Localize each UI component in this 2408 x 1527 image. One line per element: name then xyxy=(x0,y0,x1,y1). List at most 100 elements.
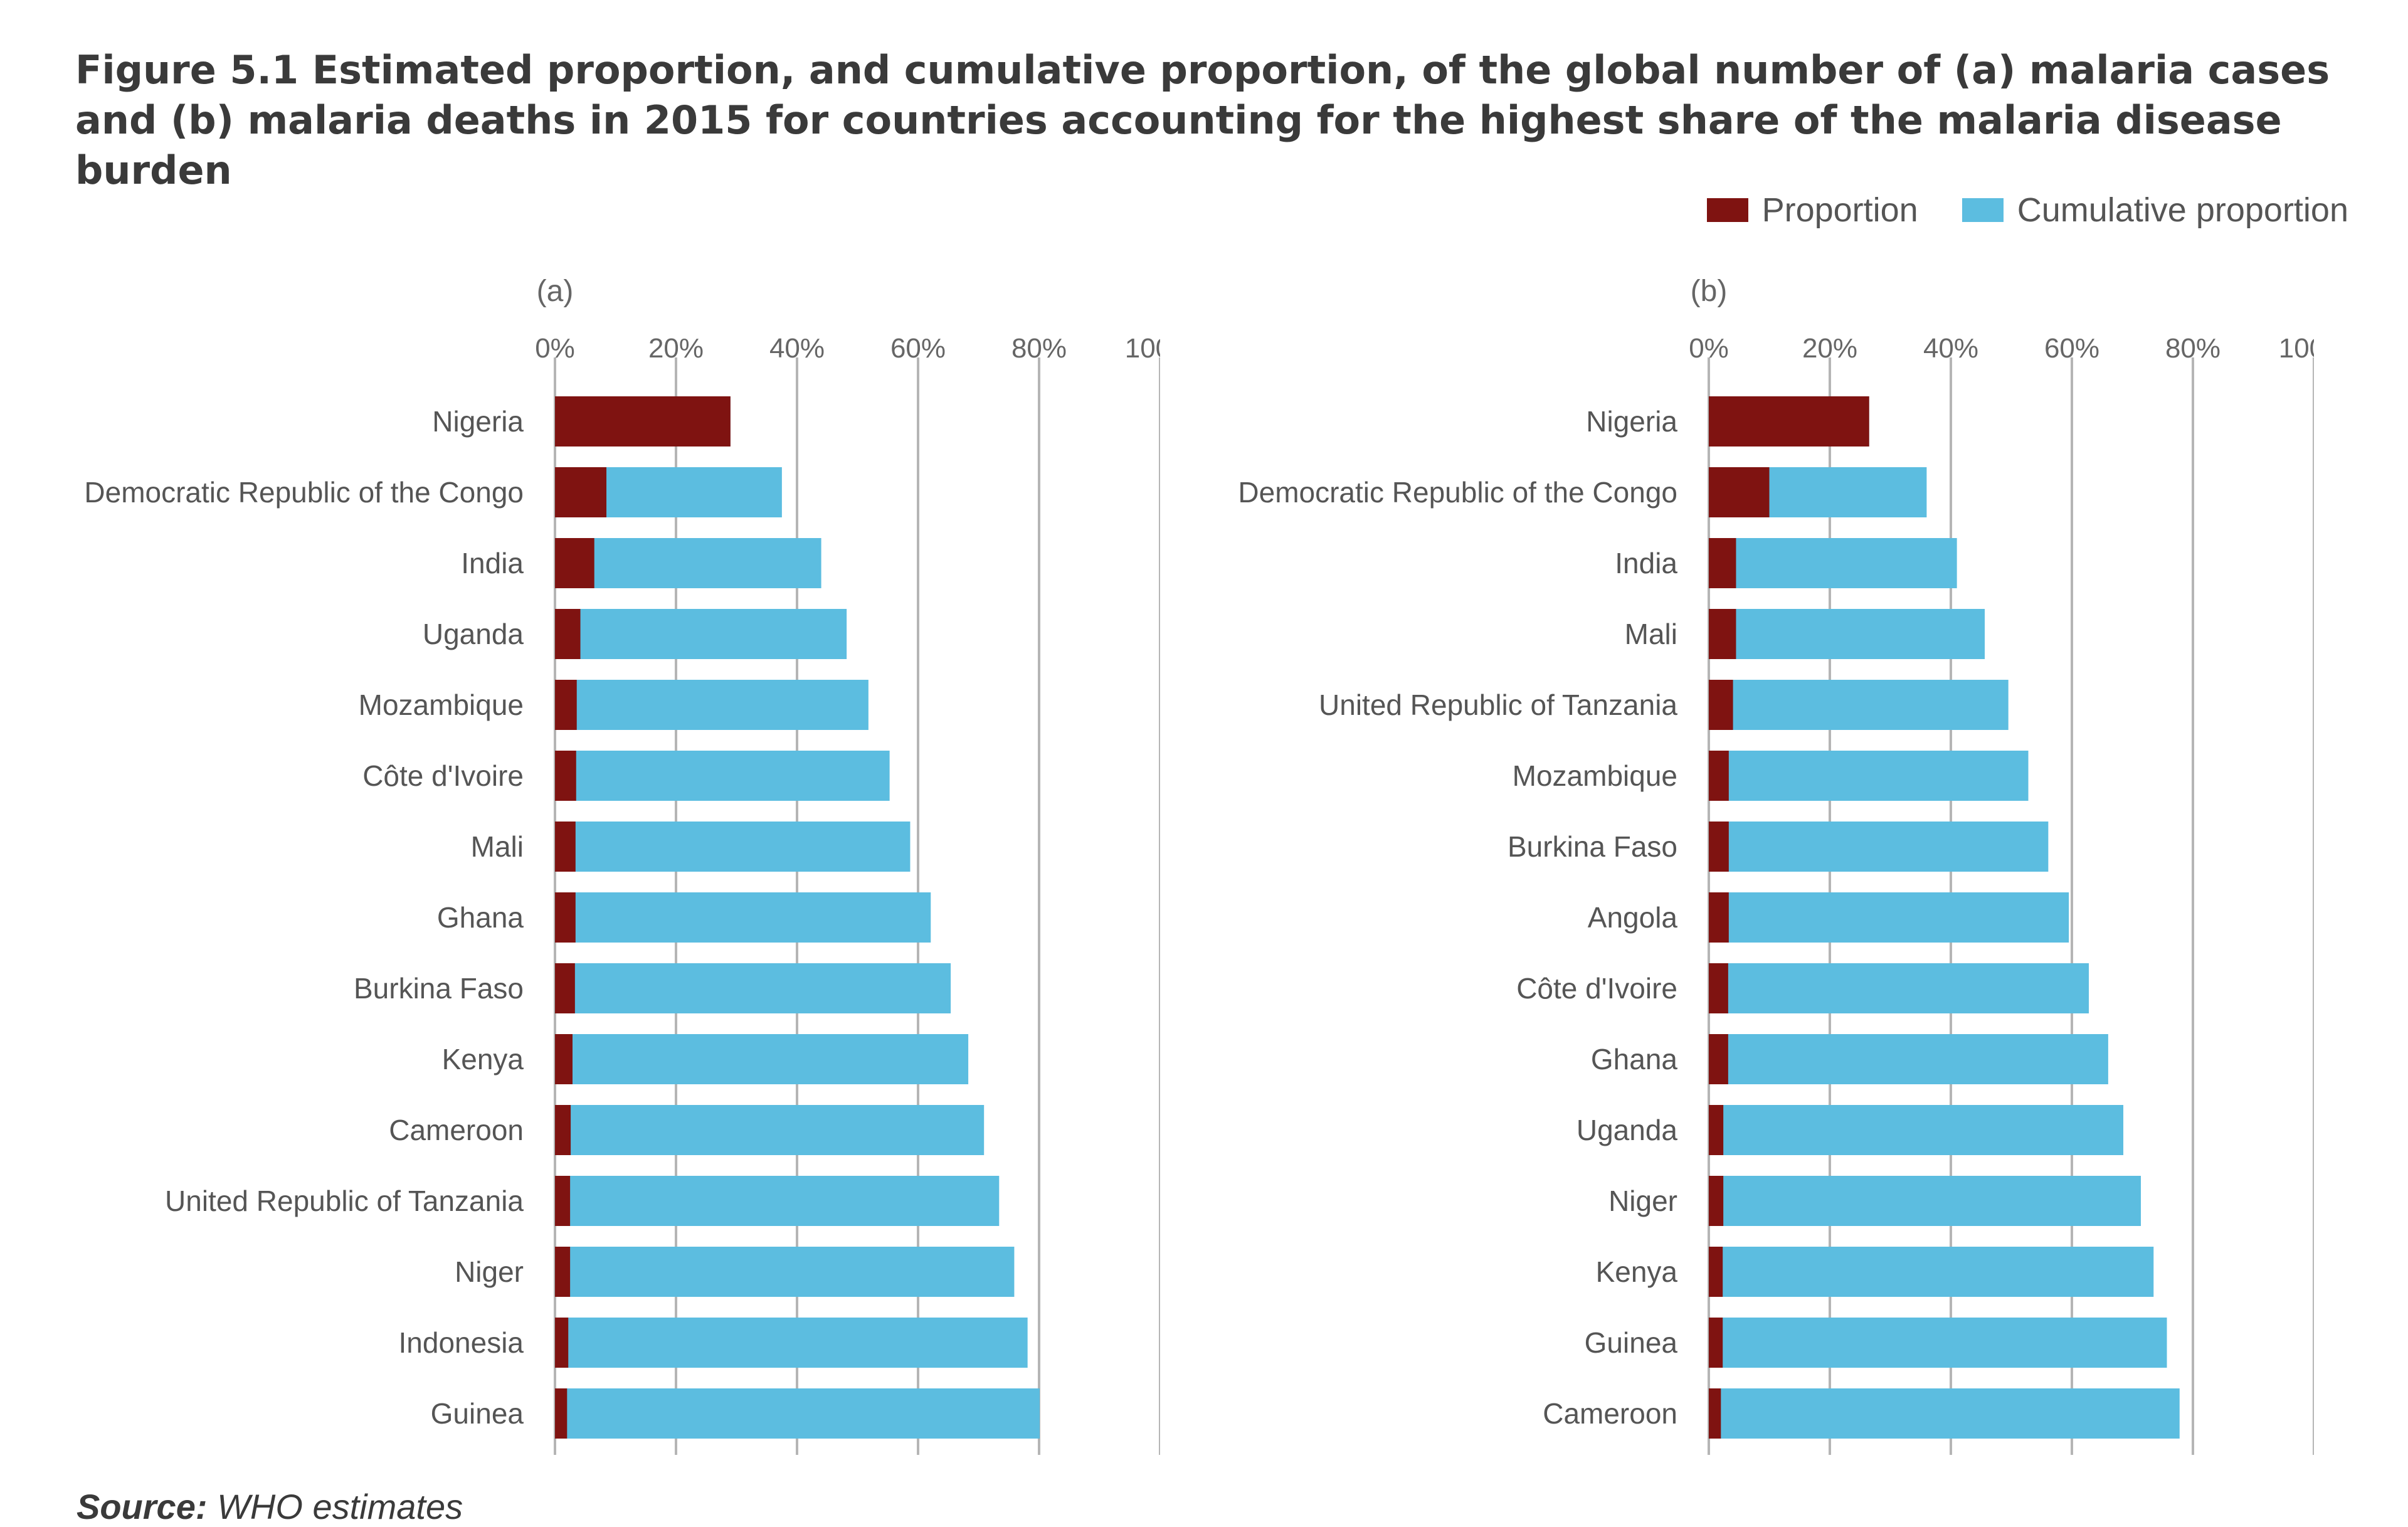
category-label: Angola xyxy=(1588,901,1678,934)
bar-proportion xyxy=(1709,751,1729,801)
bar-proportion xyxy=(555,680,577,730)
category-label: Burkina Faso xyxy=(1508,830,1677,863)
bar-proportion xyxy=(1709,963,1728,1013)
bar-cumulative xyxy=(555,1105,985,1155)
bar-cumulative xyxy=(555,1176,1000,1226)
category-label: Cameroon xyxy=(1543,1397,1677,1430)
legend-item-cumulative: Cumulative proportion xyxy=(1962,191,2348,230)
category-label: United Republic of Tanzania xyxy=(165,1185,524,1217)
bar-proportion xyxy=(555,963,575,1013)
bar-proportion xyxy=(1709,680,1733,730)
bar-cumulative xyxy=(555,538,821,588)
source-label: Source: xyxy=(77,1487,208,1526)
category-label: India xyxy=(1615,547,1677,579)
bar-cumulative xyxy=(1709,1176,2141,1226)
bar-cumulative xyxy=(1709,822,2049,872)
panel-label: (a) xyxy=(537,275,574,308)
category-label: Kenya xyxy=(1596,1255,1678,1288)
category-label: Kenya xyxy=(442,1043,524,1075)
category-label: India xyxy=(461,547,524,579)
bar-cumulative xyxy=(555,822,911,872)
bar-cumulative xyxy=(1709,1105,2124,1155)
bar-proportion xyxy=(555,1388,568,1439)
chart-panel-a: (a) 0% 20% 40% 60% 80% 100% Nigeria Democratic R… xyxy=(84,275,1160,1455)
bar-cumulative xyxy=(555,751,890,801)
bar-cumulative xyxy=(1709,609,1985,659)
bar-proportion xyxy=(555,1247,571,1297)
bar-proportion xyxy=(555,751,576,801)
bar-proportion xyxy=(1709,822,1729,872)
category-label: Uganda xyxy=(1576,1114,1678,1146)
category-label: Ghana xyxy=(437,901,524,934)
x-tick-label: 0% xyxy=(1689,333,1729,364)
category-label: Guinea xyxy=(1585,1326,1678,1359)
category-label: Burkina Faso xyxy=(354,972,524,1005)
bar-proportion xyxy=(555,467,607,517)
bar-proportion xyxy=(1709,538,1736,588)
category-label: Côte d'Ivoire xyxy=(1516,972,1677,1005)
bar-cumulative xyxy=(1709,1034,2108,1084)
bar-cumulative xyxy=(555,892,931,943)
category-label: Cameroon xyxy=(389,1114,524,1146)
bar-proportion xyxy=(555,1105,571,1155)
legend-label-cumulative: Cumulative proportion xyxy=(2017,191,2348,229)
category-label: Mali xyxy=(471,830,524,863)
category-label: Mali xyxy=(1625,618,1677,650)
bar-cumulative xyxy=(555,680,869,730)
category-label: Niger xyxy=(1608,1185,1677,1217)
bar-cumulative xyxy=(1709,538,1957,588)
category-label: Guinea xyxy=(431,1397,524,1430)
source-note: Source: WHO estimates xyxy=(77,1486,463,1527)
bar-proportion xyxy=(555,609,581,659)
category-label: Nigeria xyxy=(432,405,524,438)
x-tick-label: 20% xyxy=(1802,333,1857,364)
bar-proportion xyxy=(555,538,594,588)
category-label: Indonesia xyxy=(399,1326,524,1359)
x-tick-label: 60% xyxy=(2044,333,2099,364)
bar-cumulative xyxy=(555,609,847,659)
category-label: Democratic Republic of the Congo xyxy=(1238,476,1677,509)
x-tick-label: 60% xyxy=(890,333,946,364)
bar-cumulative xyxy=(1709,1388,2180,1439)
bar-proportion xyxy=(1709,1105,1724,1155)
bar-proportion xyxy=(555,1034,573,1084)
category-label: United Republic of Tanzania xyxy=(1319,689,1677,721)
bar-proportion xyxy=(1709,396,1869,446)
x-tick-label: 80% xyxy=(1011,333,1067,364)
legend: Proportion Cumulative proportion xyxy=(1663,191,2348,230)
category-label: Nigeria xyxy=(1586,405,1677,438)
bar-cumulative xyxy=(1709,1318,2167,1368)
bar-cumulative xyxy=(555,963,951,1013)
category-label: Democratic Republic of the Congo xyxy=(84,476,524,509)
bar-proportion xyxy=(1709,1176,1724,1226)
bar-cumulative xyxy=(555,1247,1015,1297)
bar-cumulative xyxy=(1709,751,2029,801)
bar-cumulative xyxy=(555,1388,1040,1439)
bar-proportion xyxy=(1709,1318,1723,1368)
bar-proportion xyxy=(1709,467,1770,517)
bar-proportion xyxy=(1709,1247,1723,1297)
bar-proportion xyxy=(1709,609,1736,659)
bar-cumulative xyxy=(555,1318,1028,1368)
bar-proportion xyxy=(555,892,576,943)
x-tick-label: 100% xyxy=(2279,333,2314,364)
category-label: Côte d'Ivoire xyxy=(362,759,524,792)
legend-item-proportion: Proportion xyxy=(1706,191,1918,230)
category-label: Mozambique xyxy=(1513,759,1677,792)
bar-cumulative xyxy=(1709,680,2009,730)
source-text: WHO estimates xyxy=(217,1487,463,1526)
bar-cumulative xyxy=(1709,963,2089,1013)
x-tick-label: 80% xyxy=(2165,333,2221,364)
category-label: Mozambique xyxy=(359,689,524,721)
bar-proportion xyxy=(1709,1388,1721,1439)
x-tick-label: 40% xyxy=(769,333,825,364)
bar-cumulative xyxy=(1709,892,2069,943)
legend-label-proportion: Proportion xyxy=(1761,191,1918,229)
bar-proportion xyxy=(555,1318,569,1368)
bar-proportion xyxy=(555,822,576,872)
bar-proportion xyxy=(555,1176,571,1226)
bar-cumulative xyxy=(1709,1247,2154,1297)
bar-proportion xyxy=(555,396,731,446)
legend-swatch-proportion xyxy=(1706,198,1748,222)
figure-title: Figure 5.1 Estimated proportion, and cum… xyxy=(75,47,2330,193)
